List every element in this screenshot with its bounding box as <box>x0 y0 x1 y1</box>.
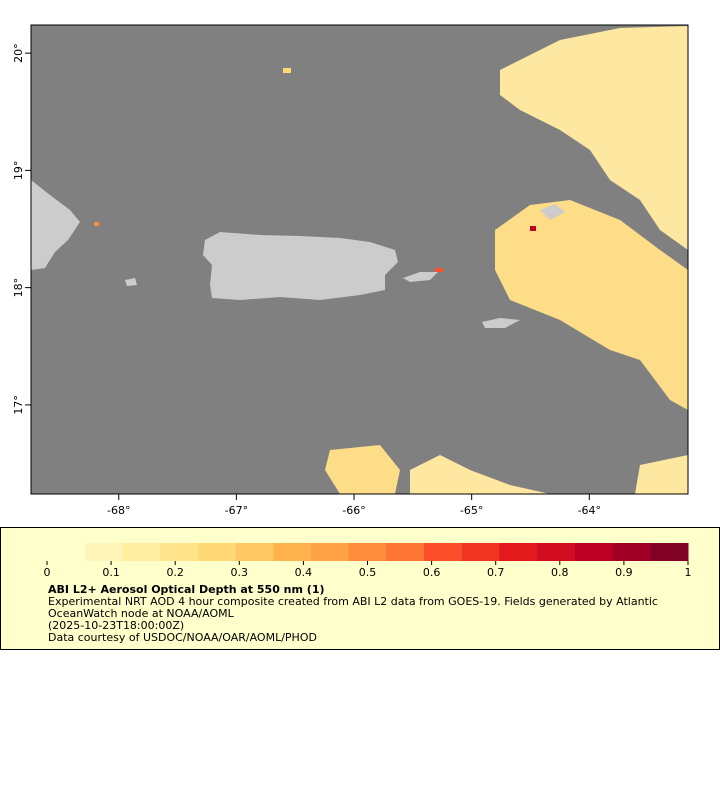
x-tick-label: -65° <box>460 504 483 517</box>
colorbar-cell <box>160 543 199 561</box>
x-tick-label: -66° <box>342 504 365 517</box>
colorbar-tick-label: 0.8 <box>551 566 569 579</box>
colorbar-cell <box>499 543 538 561</box>
colorbar-tick-label: 0.3 <box>231 566 249 579</box>
colorbar-cell <box>348 543 387 561</box>
map-frame <box>30 24 689 495</box>
aerosol-patch <box>435 268 443 272</box>
x-tick-label: -64° <box>578 504 601 517</box>
y-tick-label: 20° <box>12 43 25 63</box>
legend-line: (2025-10-23T18:00:00Z) <box>48 619 184 632</box>
aerosol-patch <box>94 222 99 226</box>
colorbar-tick-label: 0.1 <box>102 566 120 579</box>
land-puerto-rico <box>203 232 398 300</box>
colorbar-tick-label: 0.6 <box>423 566 441 579</box>
colorbar-tick-label: 0.2 <box>166 566 184 579</box>
colorbar-cell <box>197 543 237 561</box>
y-tick-label: 19° <box>12 161 25 181</box>
colorbar-cell <box>424 543 463 561</box>
x-tick-label: -68° <box>107 504 130 517</box>
colorbar-cell <box>84 543 123 561</box>
x-tick-label: -67° <box>225 504 248 517</box>
colorbar-cell <box>650 543 689 561</box>
colorbar-cell <box>461 543 500 561</box>
aerosol-patch <box>325 445 400 494</box>
colorbar-cell <box>235 543 274 561</box>
colorbar-cell <box>47 543 86 561</box>
colorbar-cell <box>122 543 161 561</box>
land-vieques <box>403 272 438 282</box>
legend-line: Data courtesy of USDOC/NOAA/OAR/AOML/PHO… <box>48 631 317 644</box>
colorbar-tick-label: 0.7 <box>487 566 505 579</box>
aerosol-patch <box>530 226 536 231</box>
aerosol-patch <box>635 455 688 494</box>
aerosol-patch <box>410 455 550 494</box>
colorbar-cell <box>386 543 425 561</box>
map <box>30 24 689 495</box>
colorbar-tick-label: 0.4 <box>295 566 313 579</box>
colorbar-cell <box>612 543 651 561</box>
land-mona <box>125 278 137 286</box>
colorbar-cell <box>310 543 350 561</box>
colorbar-cell <box>273 543 312 561</box>
land-hispaniola <box>31 180 80 270</box>
colorbar-cell <box>574 543 614 561</box>
aerosol-patch <box>495 200 688 410</box>
land-st-croix <box>482 318 520 328</box>
aerosol-patch <box>283 68 291 73</box>
legend-title: ABI L2+ Aerosol Optical Depth at 550 nm … <box>48 583 325 596</box>
legend-line: OceanWatch node at NOAA/AOML <box>48 607 235 620</box>
colorbar-tick-label: 0 <box>44 566 51 579</box>
colorbar-tick-label: 1 <box>685 566 692 579</box>
colorbar-tick-label: 0.5 <box>359 566 377 579</box>
land-island <box>540 204 565 220</box>
y-tick-label: 17° <box>12 395 25 415</box>
y-tick-label: 18° <box>12 278 25 298</box>
colorbar-tick-label: 0.9 <box>615 566 633 579</box>
legend-line: Experimental NRT AOD 4 hour composite cr… <box>48 595 658 608</box>
colorbar-cell <box>537 543 576 561</box>
aerosol-patch <box>500 26 688 250</box>
